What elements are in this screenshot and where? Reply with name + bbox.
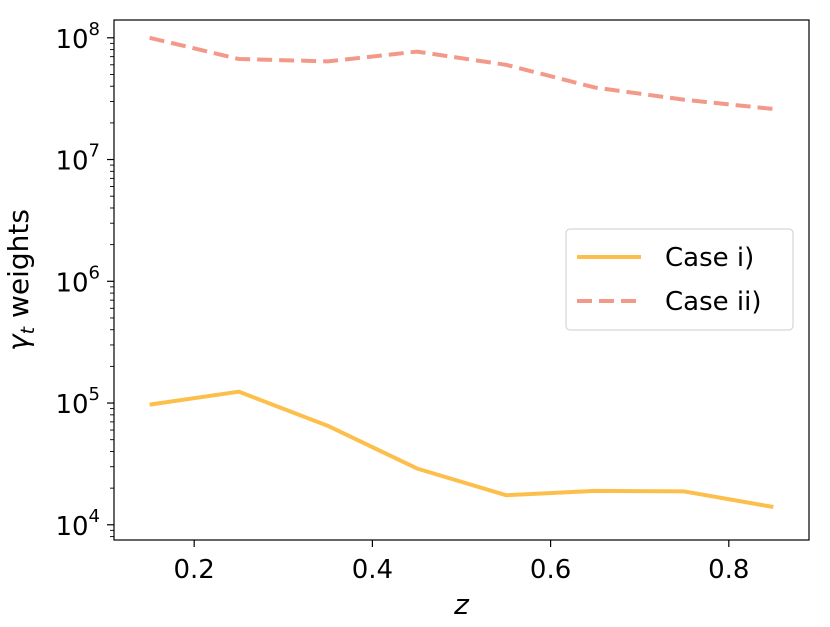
y-tick-base: 10	[55, 390, 88, 420]
x-tick-label: 0.2	[174, 555, 215, 585]
x-axis-label: z	[453, 588, 470, 621]
x-tick-label: 0.6	[530, 555, 571, 585]
y-tick-base: 10	[55, 512, 88, 542]
y-tick-exponent: 6	[89, 262, 100, 283]
y-axis-label-text: weights	[2, 209, 35, 327]
y-axis-label-symbol: γ	[2, 333, 35, 351]
y-tick-label: 106	[55, 262, 100, 298]
legend-label-2: Case ii)	[665, 287, 761, 317]
legend-label-1: Case i)	[665, 243, 754, 273]
y-tick-exponent: 5	[89, 384, 100, 405]
series-line-2	[149, 35, 774, 112]
y-tick-label: 104	[55, 506, 100, 542]
y-tick-base: 10	[55, 268, 88, 298]
series-layer	[149, 35, 774, 509]
legend-box	[565, 228, 794, 331]
plot-frame	[113, 19, 810, 541]
y-tick-label: 105	[55, 384, 100, 420]
y-axis-label-subscript: t	[17, 325, 39, 334]
x-axis: 0.2 0.4 0.6 0.8	[174, 540, 749, 585]
y-tick-exponent: 8	[89, 19, 100, 40]
x-tick-label: 0.8	[708, 555, 749, 585]
legend: Case i) Case ii)	[565, 228, 794, 331]
y-tick-exponent: 4	[89, 506, 100, 527]
y-tick-base: 10	[55, 147, 88, 177]
y-tick-label: 107	[55, 141, 100, 177]
series-line-1	[149, 389, 774, 509]
y-tick-exponent: 7	[89, 141, 100, 162]
x-tick-label: 0.4	[352, 555, 393, 585]
y-tick-label: 108	[55, 19, 100, 55]
y-tick-base: 10	[55, 25, 88, 55]
y-axis-label: γt weights	[2, 209, 39, 351]
